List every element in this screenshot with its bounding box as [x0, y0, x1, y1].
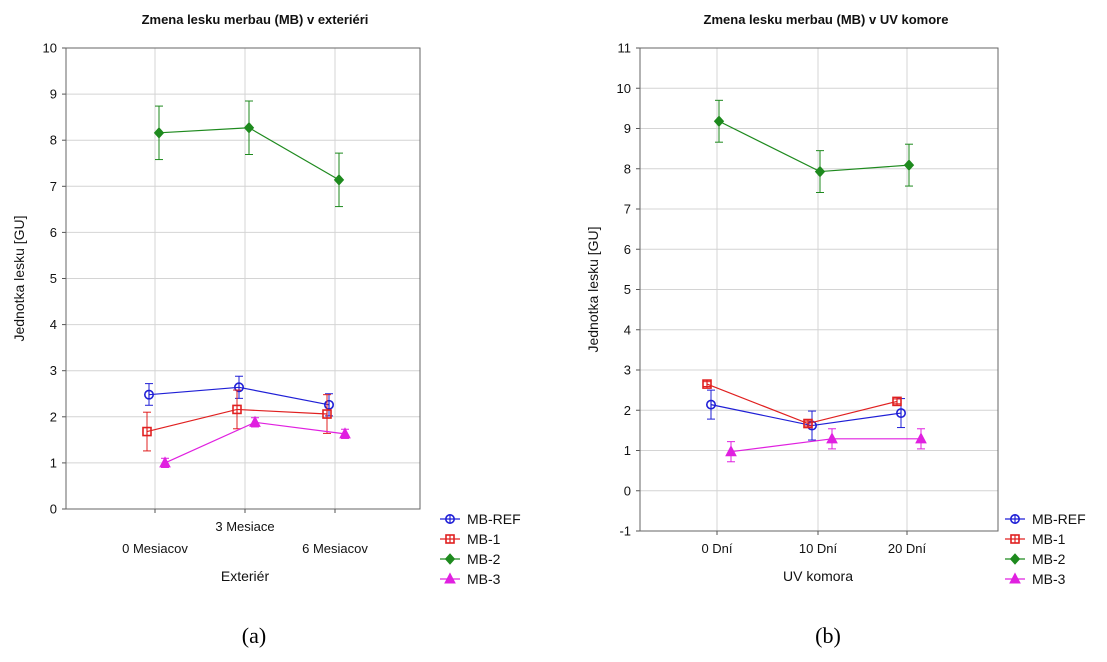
x-axis-label: UV komora — [783, 568, 853, 584]
data-point — [713, 115, 725, 128]
y-tick-label: 0 — [50, 502, 57, 517]
y-tick-label: 2 — [624, 403, 631, 418]
series-line — [164, 421, 346, 464]
data-point — [725, 445, 737, 457]
chart-title: Zmena lesku merbau (MB) v UV komore — [704, 12, 949, 27]
legend-marker — [1009, 553, 1021, 565]
data-point — [339, 427, 351, 439]
chart-uv-chamber: Zmena lesku merbau (MB) v UV komore -1 0 1 2… — [585, 12, 1086, 587]
series-mb-1 — [702, 379, 902, 429]
y-tick-label: 3 — [50, 363, 57, 378]
x-tick-label: 10 Dní — [799, 541, 838, 556]
legend-label: MB-REF — [467, 511, 521, 527]
y-tick-label: 4 — [50, 317, 57, 332]
series-mb-2 — [713, 99, 915, 193]
legend-label: MB-3 — [467, 571, 501, 587]
legend-marker — [444, 553, 456, 565]
y-tick-label: 1 — [50, 455, 57, 470]
y-tick-label: 8 — [624, 161, 631, 176]
series-mb-2 — [153, 100, 345, 208]
x-tick-label: 20 Dní — [888, 541, 927, 556]
series-line — [730, 438, 921, 453]
y-axis-label: Jednotka lesku [GU] — [585, 226, 601, 352]
x-tick-label: 0 Dní — [701, 541, 732, 556]
legend-marker — [1009, 572, 1021, 584]
data-point — [153, 127, 165, 139]
y-tick-label: 7 — [624, 202, 631, 217]
y-tick-label: 1 — [624, 443, 631, 458]
y-tick-label: 5 — [50, 271, 57, 286]
series-mb-3 — [159, 415, 351, 469]
legend-label: MB-1 — [467, 531, 501, 547]
y-axis-label: Jednotka lesku [GU] — [11, 215, 27, 341]
caption-a: (a) — [242, 623, 266, 648]
legend-label: MB-1 — [1032, 531, 1066, 547]
y-tick-label: 4 — [624, 322, 631, 337]
x-tick-label: 6 Mesiacov — [302, 541, 368, 556]
y-tick-label: 7 — [50, 179, 57, 194]
legend-label: MB-2 — [467, 551, 501, 567]
y-tick-label: 6 — [624, 242, 631, 257]
data-point — [826, 432, 838, 444]
plot-frame — [639, 47, 999, 532]
legend: MB-REF MB-1 MB-2 MB-3 — [440, 511, 521, 587]
y-tick-label: -1 — [619, 524, 631, 539]
chart-title: Zmena lesku merbau (MB) v exteriéri — [142, 12, 369, 27]
data-point — [915, 432, 927, 444]
y-tick-label: 9 — [624, 121, 631, 136]
y-tick-label: 0 — [624, 483, 631, 498]
x-axis-label: Exteriér — [221, 568, 270, 584]
plot-frame — [65, 47, 421, 510]
legend-marker — [444, 572, 456, 584]
x-tick-label: 3 Mesiace — [215, 519, 274, 534]
y-tick-label: 6 — [50, 225, 57, 240]
data-point — [249, 415, 261, 427]
legend: MB-REF MB-1 MB-2 MB-3 — [1005, 511, 1086, 587]
data-point — [333, 174, 345, 186]
series-mb-ref — [705, 389, 906, 441]
data-point — [814, 165, 826, 178]
data-point — [243, 122, 255, 134]
caption-b: (b) — [815, 623, 841, 648]
legend-label: MB-3 — [1032, 571, 1066, 587]
y-tick-label: 10 — [617, 81, 631, 96]
legend-label: MB-2 — [1032, 551, 1066, 567]
data-point — [903, 159, 915, 171]
chart-exterior: Zmena lesku merbau (MB) v exteriéri 0 1 2 3 4… — [11, 12, 521, 587]
data-point — [159, 456, 171, 468]
series-mb-1 — [142, 389, 332, 452]
y-tick-label: 11 — [618, 41, 632, 56]
legend-label: MB-REF — [1032, 511, 1086, 527]
x-tick-label: 0 Mesiacov — [122, 541, 188, 556]
y-tick-label: 3 — [624, 363, 631, 378]
series-mb-3 — [725, 428, 927, 463]
y-tick-label: 9 — [50, 87, 57, 102]
y-tick-label: 5 — [624, 282, 631, 297]
y-tick-label: 10 — [43, 41, 57, 56]
y-tick-label: 2 — [50, 409, 57, 424]
y-tick-label: 8 — [50, 133, 57, 148]
